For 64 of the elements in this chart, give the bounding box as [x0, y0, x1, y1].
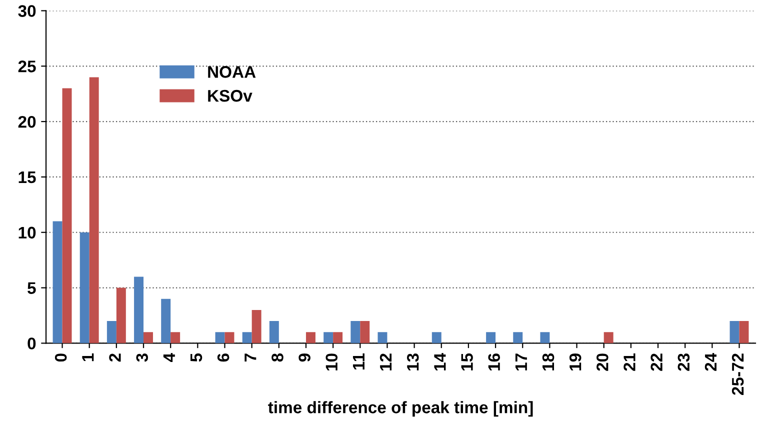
bar	[350, 321, 360, 344]
bar	[540, 332, 550, 344]
bar	[215, 332, 225, 344]
bar	[432, 332, 442, 344]
bar	[161, 298, 171, 344]
x-tick-label: 22	[650, 354, 662, 371]
bar	[89, 77, 99, 344]
x-tick-label: 18	[542, 353, 554, 370]
bar	[134, 276, 144, 344]
bar	[513, 332, 523, 344]
x-tick-label: 0	[54, 354, 67, 362]
x-tick-label: 12	[380, 354, 392, 370]
bar	[144, 332, 153, 344]
x-tick-label: 14	[434, 353, 446, 370]
y-tick-label: 5	[28, 282, 36, 294]
bar	[80, 232, 90, 344]
x-tick-label: 21	[624, 353, 636, 371]
bar	[360, 321, 370, 344]
bar	[739, 321, 749, 344]
x-tick-label: 8	[272, 353, 284, 362]
x-tick-label: 7	[244, 354, 256, 362]
x-axis-title: time difference of peak time [min]	[268, 401, 533, 417]
y-tick-label: 20	[18, 116, 36, 128]
y-tick-label: 0	[28, 338, 36, 350]
x-tick-label: 16	[488, 354, 500, 370]
x-tick-label: 23	[678, 354, 690, 371]
bar	[106, 321, 116, 344]
x-tick-label: 11	[352, 353, 364, 370]
y-tick-label: 15	[18, 172, 36, 184]
bar	[52, 221, 62, 344]
x-tick-label: 25-72	[732, 354, 744, 395]
x-tick-label: 5	[190, 353, 202, 362]
legend-label: KSOv	[208, 90, 252, 102]
x-tick-label: 24	[704, 353, 716, 371]
bar	[252, 310, 262, 344]
y-tick-label: 30	[18, 5, 36, 17]
bar	[730, 321, 740, 344]
x-tick-label: 19	[569, 354, 582, 370]
bar	[242, 332, 252, 344]
bar	[486, 332, 496, 344]
bar	[324, 332, 334, 344]
y-tick-label: 10	[18, 226, 36, 239]
x-tick-label: 1	[82, 353, 94, 362]
x-tick-label: 15	[461, 353, 473, 370]
bar	[170, 332, 180, 344]
x-tick-label: 3	[136, 354, 148, 362]
x-tick-label: 20	[596, 354, 608, 371]
x-tick-label: 6	[217, 354, 230, 362]
legend-label: NOAA	[208, 66, 256, 78]
bar	[116, 288, 126, 344]
bar	[306, 332, 316, 344]
bar	[604, 332, 614, 344]
x-tick-label: 17	[515, 354, 527, 370]
x-tick-label: 9	[298, 354, 310, 362]
x-tick-label: 13	[406, 354, 419, 370]
x-tick-label: 2	[109, 354, 121, 362]
x-tick-label: 10	[326, 354, 338, 370]
x-tick-label: 4	[163, 353, 175, 362]
bar	[333, 332, 343, 344]
bar	[62, 88, 72, 344]
bar	[378, 332, 388, 344]
bar	[269, 321, 279, 344]
bar	[224, 332, 234, 344]
y-tick-label: 25	[18, 60, 36, 72]
